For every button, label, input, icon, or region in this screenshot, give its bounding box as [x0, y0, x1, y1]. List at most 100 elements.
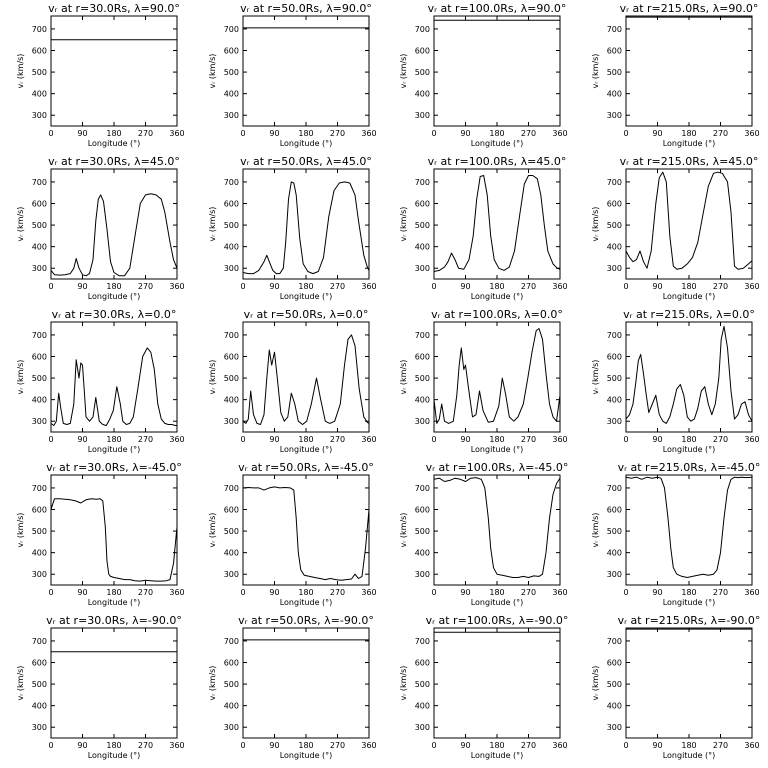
- y-tick-label: 600: [224, 506, 239, 515]
- y-tick-label: 600: [607, 506, 622, 515]
- x-tick-label: 0: [240, 741, 245, 750]
- x-tick-label: 270: [713, 282, 728, 291]
- x-tick-label: 90: [652, 282, 662, 291]
- plot-frame: [50, 168, 178, 280]
- x-tick-label: 360: [169, 282, 184, 291]
- y-tick-label: 700: [415, 637, 430, 646]
- x-tick-label: 360: [744, 741, 759, 750]
- y-tick-label: 300: [607, 264, 622, 273]
- y-tick-label: 300: [224, 264, 239, 273]
- vr-series-line: [433, 328, 561, 424]
- y-axis-label: vᵣ (km/s): [208, 54, 217, 89]
- y-tick-label: 700: [224, 331, 239, 340]
- x-axis-label: Longitude (°): [88, 445, 141, 454]
- x-tick-label: 90: [269, 741, 279, 750]
- vr-series-line: [242, 334, 370, 425]
- plot-frame: [50, 474, 178, 586]
- y-tick-label: 600: [32, 47, 47, 56]
- x-tick-label: 180: [298, 741, 313, 750]
- y-tick-label: 400: [224, 702, 239, 711]
- x-axis-label: Longitude (°): [88, 751, 141, 760]
- vr-series-line: [50, 347, 177, 426]
- vr-series-line: [242, 486, 370, 581]
- y-tick-label: 700: [415, 178, 430, 187]
- y-tick-label: 500: [607, 680, 622, 689]
- x-tick-label: 90: [460, 588, 470, 597]
- y-tick-label: 300: [415, 264, 430, 273]
- plot-frame: [433, 474, 561, 586]
- y-tick-label: 400: [224, 549, 239, 558]
- plot-frame: [433, 627, 561, 739]
- panel-2-4: vᵣ at r=215.0Rs, λ=45.0° 0 90 180 270 360 300 4…: [591, 155, 760, 301]
- x-tick-label: 270: [713, 435, 728, 444]
- y-axis-label: vᵣ (km/s): [208, 360, 217, 395]
- vr-series-line: [433, 477, 561, 578]
- panel-title: vᵣ at r=215.0Rs, λ=-45.0°: [618, 461, 761, 474]
- plot-frame: [242, 474, 370, 586]
- y-tick-label: 500: [415, 680, 430, 689]
- panel-4-2: vᵣ at r=50.0Rs, λ=-45.0° 0 90 180 270 360 300 4…: [208, 461, 377, 607]
- y-tick-label: 400: [32, 243, 47, 252]
- x-tick-label: 0: [48, 435, 53, 444]
- x-axis-label: Longitude (°): [663, 292, 716, 301]
- y-axis-label: vᵣ (km/s): [208, 666, 217, 701]
- y-tick-label: 300: [415, 570, 430, 579]
- y-tick-label: 500: [415, 221, 430, 230]
- vr-series-line: [625, 325, 753, 424]
- y-tick-label: 500: [224, 527, 239, 536]
- x-axis-label: Longitude (°): [280, 751, 333, 760]
- x-tick-label: 180: [106, 435, 121, 444]
- x-tick-label: 180: [489, 741, 504, 750]
- x-tick-label: 90: [652, 741, 662, 750]
- y-tick-label: 400: [32, 702, 47, 711]
- x-tick-label: 270: [713, 129, 728, 138]
- x-tick-label: 0: [48, 129, 53, 138]
- y-tick-label: 400: [224, 243, 239, 252]
- x-tick-label: 360: [744, 282, 759, 291]
- y-tick-label: 600: [415, 47, 430, 56]
- x-tick-label: 180: [298, 435, 313, 444]
- plot-frame: [433, 168, 561, 280]
- panel-title: vᵣ at r=50.0Rs, λ=0.0°: [244, 308, 369, 321]
- x-tick-label: 180: [681, 282, 696, 291]
- panel-title: vᵣ at r=30.0Rs, λ=-45.0°: [46, 461, 182, 474]
- y-tick-label: 700: [224, 637, 239, 646]
- y-tick-label: 500: [32, 527, 47, 536]
- y-tick-label: 400: [607, 396, 622, 405]
- plot-frame: [625, 474, 753, 586]
- x-tick-label: 90: [652, 129, 662, 138]
- vr-series-line: [50, 193, 178, 277]
- y-tick-label: 700: [224, 484, 239, 493]
- y-tick-label: 600: [224, 659, 239, 668]
- y-tick-label: 500: [607, 527, 622, 536]
- x-tick-label: 0: [623, 435, 628, 444]
- x-tick-label: 270: [138, 129, 153, 138]
- panel-4-3: vᵣ at r=100.0Rs, λ=-45.0° 0 90 180 270 360 300…: [399, 461, 568, 607]
- x-tick-label: 0: [240, 282, 245, 291]
- x-tick-label: 0: [431, 588, 436, 597]
- panel-4-1: vᵣ at r=30.0Rs, λ=-45.0° 0 90 180 270 360 300 4…: [16, 461, 185, 607]
- y-tick-label: 600: [32, 659, 47, 668]
- y-tick-label: 500: [32, 68, 47, 77]
- x-tick-label: 90: [77, 435, 87, 444]
- x-tick-label: 90: [77, 588, 87, 597]
- x-tick-label: 270: [330, 282, 345, 291]
- x-tick-label: 180: [489, 435, 504, 444]
- x-tick-label: 0: [240, 129, 245, 138]
- vr-series-line: [50, 498, 178, 582]
- x-tick-label: 360: [169, 435, 184, 444]
- x-tick-label: 180: [489, 129, 504, 138]
- y-tick-label: 400: [415, 549, 430, 558]
- x-tick-label: 270: [521, 282, 536, 291]
- y-axis-label: vᵣ (km/s): [16, 666, 25, 701]
- x-tick-label: 180: [298, 282, 313, 291]
- x-tick-label: 180: [106, 588, 121, 597]
- x-tick-label: 0: [431, 741, 436, 750]
- plot-frame: [242, 321, 370, 433]
- plot-frame: [242, 627, 370, 739]
- x-tick-label: 0: [623, 741, 628, 750]
- x-tick-label: 270: [138, 588, 153, 597]
- y-tick-label: 700: [32, 637, 47, 646]
- x-tick-label: 360: [552, 282, 567, 291]
- x-tick-label: 0: [431, 129, 436, 138]
